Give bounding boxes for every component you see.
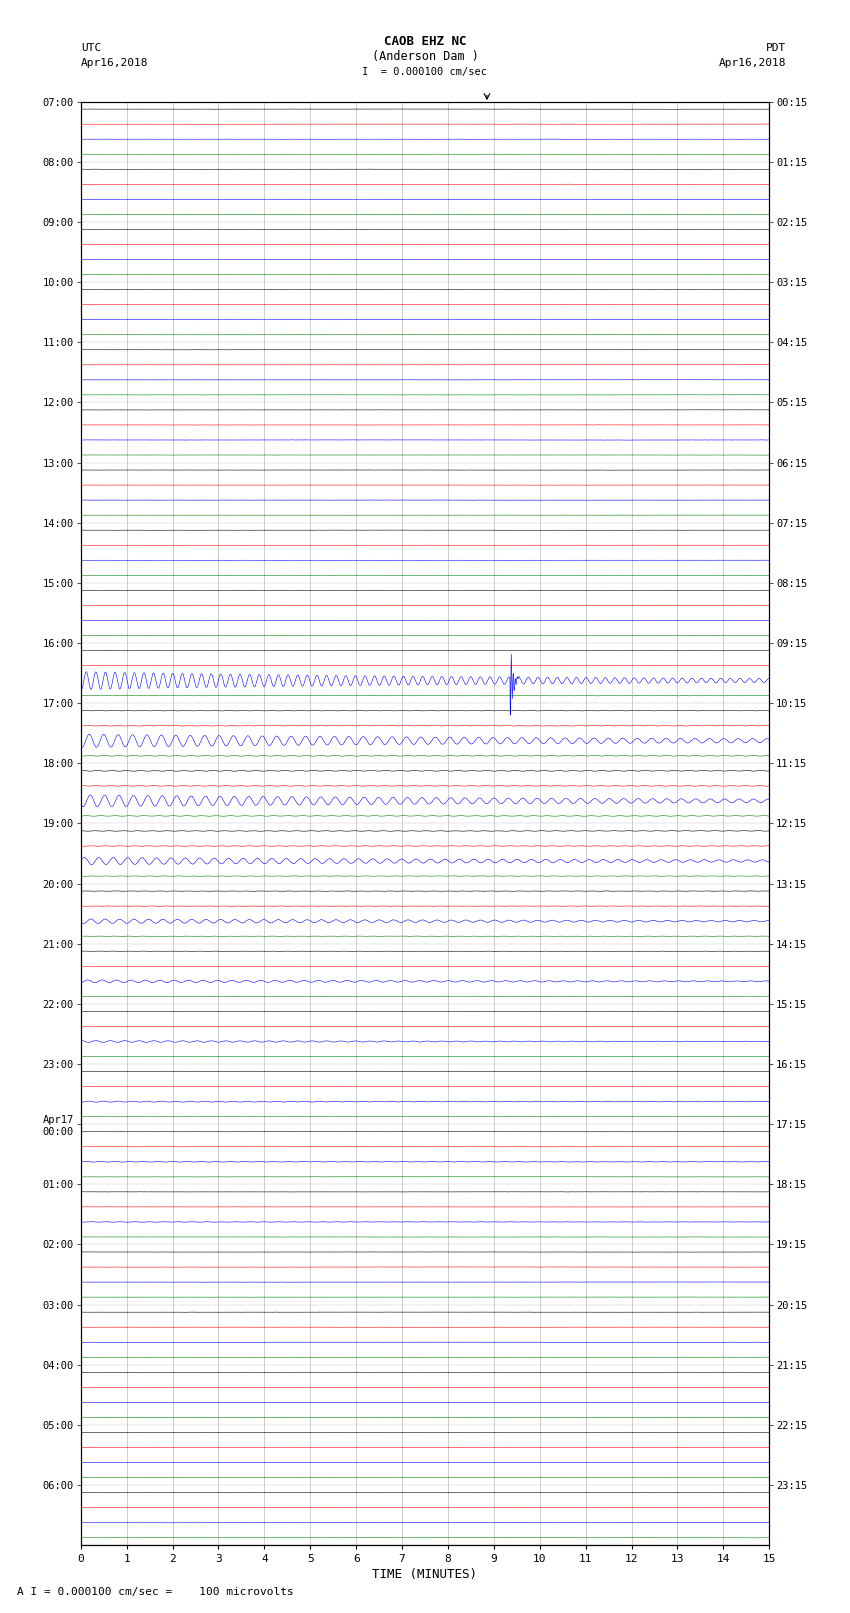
X-axis label: TIME (MINUTES): TIME (MINUTES) [372,1568,478,1581]
Text: A I = 0.000100 cm/sec =    100 microvolts: A I = 0.000100 cm/sec = 100 microvolts [17,1587,294,1597]
Text: Apr16,2018: Apr16,2018 [81,58,148,68]
Text: PDT: PDT [766,44,786,53]
Text: Apr16,2018: Apr16,2018 [719,58,786,68]
Text: CAOB EHZ NC: CAOB EHZ NC [383,35,467,48]
Text: UTC: UTC [81,44,101,53]
Text: (Anderson Dam ): (Anderson Dam ) [371,50,479,63]
Text: I  = 0.000100 cm/sec: I = 0.000100 cm/sec [362,68,488,77]
